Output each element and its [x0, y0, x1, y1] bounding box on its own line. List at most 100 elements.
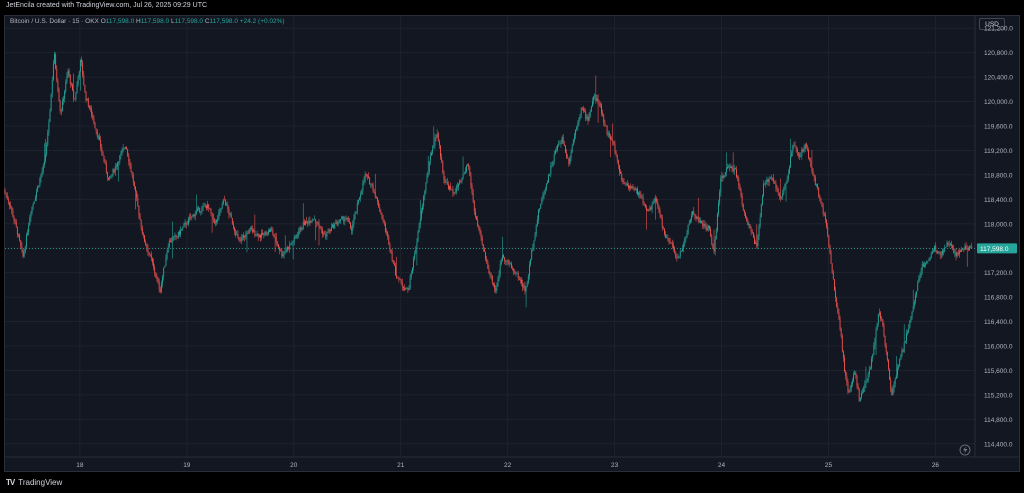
candle-body [741, 195, 743, 205]
candle-body [485, 251, 487, 260]
candle-body [724, 172, 726, 176]
currency-button[interactable]: USD [979, 18, 1005, 30]
created-by-header: JetEncila created with TradingView.com, … [6, 2, 208, 9]
candle-body [868, 369, 870, 375]
candle-body [454, 192, 456, 194]
candle-body [910, 316, 912, 321]
candle-body [429, 155, 431, 162]
candle-body [472, 193, 474, 202]
last-price-badge [977, 243, 1017, 254]
candle-body [492, 282, 494, 285]
candle-body [111, 174, 113, 176]
candle-body [194, 213, 196, 217]
candle-body [772, 177, 773, 179]
candle-body [674, 248, 676, 252]
candle-body [948, 244, 950, 246]
candle-body [752, 232, 754, 238]
candle-body [159, 289, 161, 292]
candle-body [601, 104, 602, 114]
candle-body [761, 195, 763, 205]
candle-body [198, 207, 200, 209]
candle-body [177, 231, 179, 237]
candle-body [272, 229, 274, 235]
candle-body [108, 177, 109, 180]
candle-body [271, 229, 273, 230]
candle-body [173, 236, 175, 238]
candle-body [141, 227, 143, 235]
candle-body [61, 100, 63, 112]
candle-body [276, 242, 278, 245]
candle-body [243, 235, 245, 238]
candle-body [56, 68, 58, 81]
candle-body [723, 175, 725, 178]
candle-body [356, 203, 358, 212]
candle-body [668, 238, 670, 242]
candle-body [754, 237, 755, 244]
footer-brand[interactable]: TradingView [18, 478, 63, 487]
candle-body [368, 176, 369, 178]
candle-body [764, 183, 766, 185]
candle-body [207, 204, 209, 209]
candle-body [233, 224, 234, 228]
y-tick-label: 114,400.0 [984, 441, 1013, 448]
chart-frame [4, 15, 1020, 472]
candle-body [682, 248, 683, 251]
open-value: 117,598.0 [105, 18, 135, 25]
candle-body [776, 187, 778, 190]
candle-body [871, 358, 873, 368]
candle-body [797, 153, 799, 156]
candle-body [885, 345, 887, 352]
candle-body [528, 264, 530, 276]
candle-body [420, 210, 422, 219]
candle-body [396, 275, 398, 278]
candle-body [550, 165, 552, 175]
y-tick-label: 120,000.0 [984, 99, 1013, 106]
candle-body [95, 128, 97, 132]
candle-body [574, 135, 575, 140]
candle-body [813, 175, 815, 178]
candle-body [164, 265, 166, 268]
candle-body [842, 351, 844, 358]
candle-body [860, 392, 862, 398]
candle-body [534, 234, 536, 241]
candle-body [530, 259, 532, 265]
candle-body [196, 208, 198, 211]
candle-body [857, 385, 859, 390]
candle-body [326, 232, 328, 237]
symbol-title[interactable]: Bitcoin / U.S. Dollar · 15 · OKX [10, 18, 99, 25]
candle-body [556, 149, 557, 151]
candle-body [847, 382, 849, 392]
candle-body [657, 201, 659, 206]
candle-body [146, 245, 148, 248]
candle-body [540, 204, 542, 209]
candle-body [676, 257, 678, 259]
candle-body [626, 183, 628, 186]
candle-body [872, 355, 874, 359]
candle-body [777, 189, 779, 193]
candle-body [665, 234, 667, 239]
candle-body [884, 335, 886, 346]
candle-body [880, 312, 882, 319]
candle-body [90, 108, 91, 109]
lightning-icon[interactable] [959, 444, 971, 456]
candle-body [701, 220, 703, 224]
candle-body [785, 182, 787, 185]
candle-body [274, 236, 276, 238]
candle-body [513, 268, 515, 272]
candle-body [247, 232, 249, 234]
candle-body [256, 233, 258, 235]
candle-body [41, 171, 43, 176]
candle-body [311, 219, 313, 222]
candle-body [844, 357, 846, 372]
symbol-legend: Bitcoin / U.S. Dollar · 15 · OKX O117,59… [10, 18, 285, 25]
candle-body [524, 285, 526, 292]
candle-body [258, 234, 260, 237]
candle-body [594, 94, 596, 97]
candle-body [888, 360, 889, 369]
candle-body [759, 217, 761, 226]
tradingview-logo-icon[interactable]: TV [6, 478, 15, 487]
candle-body [101, 147, 103, 153]
candle-body [270, 229, 272, 232]
candle-body [806, 148, 808, 150]
